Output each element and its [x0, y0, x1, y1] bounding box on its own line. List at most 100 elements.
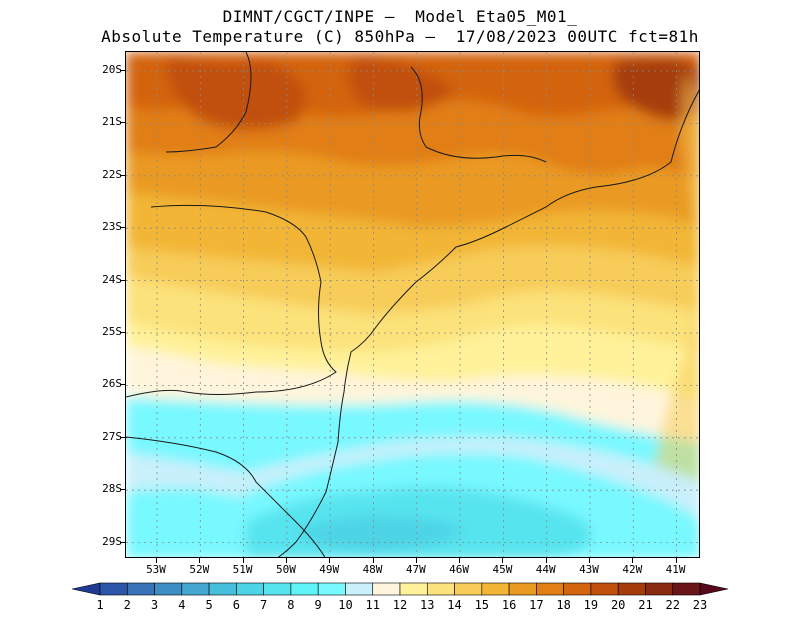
colorbar-segment [481, 582, 510, 596]
colorbar-label: 12 [392, 598, 408, 612]
colorbar-label: 14 [447, 598, 462, 612]
state-border-3 [410, 66, 547, 163]
lat-label: 28S [102, 482, 122, 496]
lat-tick [120, 489, 125, 491]
lon-label: 43W [579, 563, 599, 576]
lat-tick [120, 70, 125, 71]
colorbar-segment [99, 582, 128, 596]
colorbar-segment [454, 582, 483, 596]
colorbar-label: 15 [474, 598, 490, 612]
colorbar-label: 22 [665, 598, 680, 612]
colorbar [71, 582, 729, 596]
colorbar-segment [208, 582, 237, 596]
colorbar-label: 5 [205, 598, 213, 612]
field-20c-west [166, 57, 306, 130]
lon-label: 52W [189, 563, 210, 576]
lon-label: 51W [232, 563, 253, 576]
lat-tick [120, 541, 125, 543]
temperature-map [125, 51, 700, 558]
lat-tick [120, 279, 125, 281]
lon-tick [415, 558, 417, 563]
lon-label: 47W [405, 563, 426, 576]
colorbar-segment [372, 582, 401, 596]
lon-label: 46W [449, 563, 470, 576]
lon-tick [589, 558, 590, 563]
lat-label: 26S [102, 377, 122, 391]
lon-tick [632, 558, 634, 563]
colorbar-segment [645, 582, 674, 596]
lat-label: 22S [102, 167, 122, 181]
lat-tick [120, 384, 125, 386]
colorbar-label: 1 [96, 598, 104, 612]
lon-label: 50W [275, 563, 296, 576]
lon-tick [156, 558, 157, 563]
lat-tick [120, 332, 125, 333]
colorbar-segment [126, 582, 155, 596]
colorbar-label: 10 [338, 598, 353, 612]
lat-tick [120, 122, 125, 124]
colorbar-segment [345, 582, 374, 596]
lon-label: 45W [492, 563, 513, 576]
colorbar-label: 9 [314, 598, 322, 612]
lon-tick [199, 558, 201, 563]
colorbar-label: 6 [232, 598, 240, 612]
lon-label: 53W [146, 563, 166, 576]
lon-tick [502, 558, 504, 563]
colorbar-label: 8 [287, 598, 295, 612]
colorbar-segment [399, 582, 428, 596]
lon-tick [372, 558, 374, 563]
lat-tick [120, 436, 125, 438]
colorbar-label: 21 [638, 598, 653, 612]
map-canvas [126, 52, 699, 557]
gridlines [126, 52, 699, 557]
colorbar-segment [590, 582, 619, 596]
colorbar-arrow-low [71, 582, 101, 596]
colorbar-label: 23 [692, 598, 708, 612]
colorbar-label: 4 [178, 598, 186, 612]
colorbar-label: 7 [260, 598, 268, 612]
colorbar-segment [290, 582, 319, 596]
colorbar-segment [181, 582, 210, 596]
state-border-path [126, 204, 337, 398]
colorbar-label: 13 [420, 598, 435, 612]
lon-tick [545, 558, 547, 563]
colorbar-segment [236, 582, 264, 596]
state-border-4 [165, 52, 252, 153]
colorbar-segment [536, 582, 564, 596]
colorbar-label: 2 [123, 598, 131, 612]
lon-tick [459, 558, 461, 563]
colorbar-label: 20 [610, 598, 626, 612]
lon-label: 48W [362, 563, 383, 576]
colorbar-label: 3 [150, 598, 159, 612]
colorbar-label: 11 [365, 598, 380, 612]
colorbar-label: 17 [529, 598, 544, 612]
colorbar-segment [672, 582, 701, 596]
lon-tick [675, 558, 677, 563]
colorbar-segment [263, 582, 292, 596]
chart-title-line2: Absolute Temperature (C) 850hPa – 17/08/… [101, 27, 699, 46]
lon-label: 42W [622, 563, 643, 576]
lon-label: 44W [535, 563, 556, 576]
colorbar-label: 16 [501, 598, 517, 612]
lon-label: 41W [665, 563, 686, 576]
field-20c-central [348, 57, 456, 112]
colorbar-label: 19 [583, 598, 599, 612]
lat-label: 20S [102, 63, 122, 76]
lat-tick [120, 227, 125, 229]
lon-tick [329, 558, 331, 563]
coastlines-borders [126, 52, 699, 557]
lon-tick [242, 558, 244, 563]
colorbar-segment [426, 582, 455, 596]
lat-label: 27S [102, 429, 122, 443]
colorbar-segment [317, 582, 346, 596]
state-border-2 [126, 436, 326, 557]
colorbar-segment [508, 582, 537, 596]
lat-label: 21S [102, 115, 122, 129]
lon-label: 49W [319, 563, 340, 576]
colorbar-segment [154, 582, 183, 596]
colorbar-arrow-high [699, 582, 729, 596]
colorbar-segment [617, 582, 646, 596]
coastline-path [277, 89, 699, 557]
lon-tick [285, 558, 287, 563]
lat-label: 24S [102, 272, 122, 286]
